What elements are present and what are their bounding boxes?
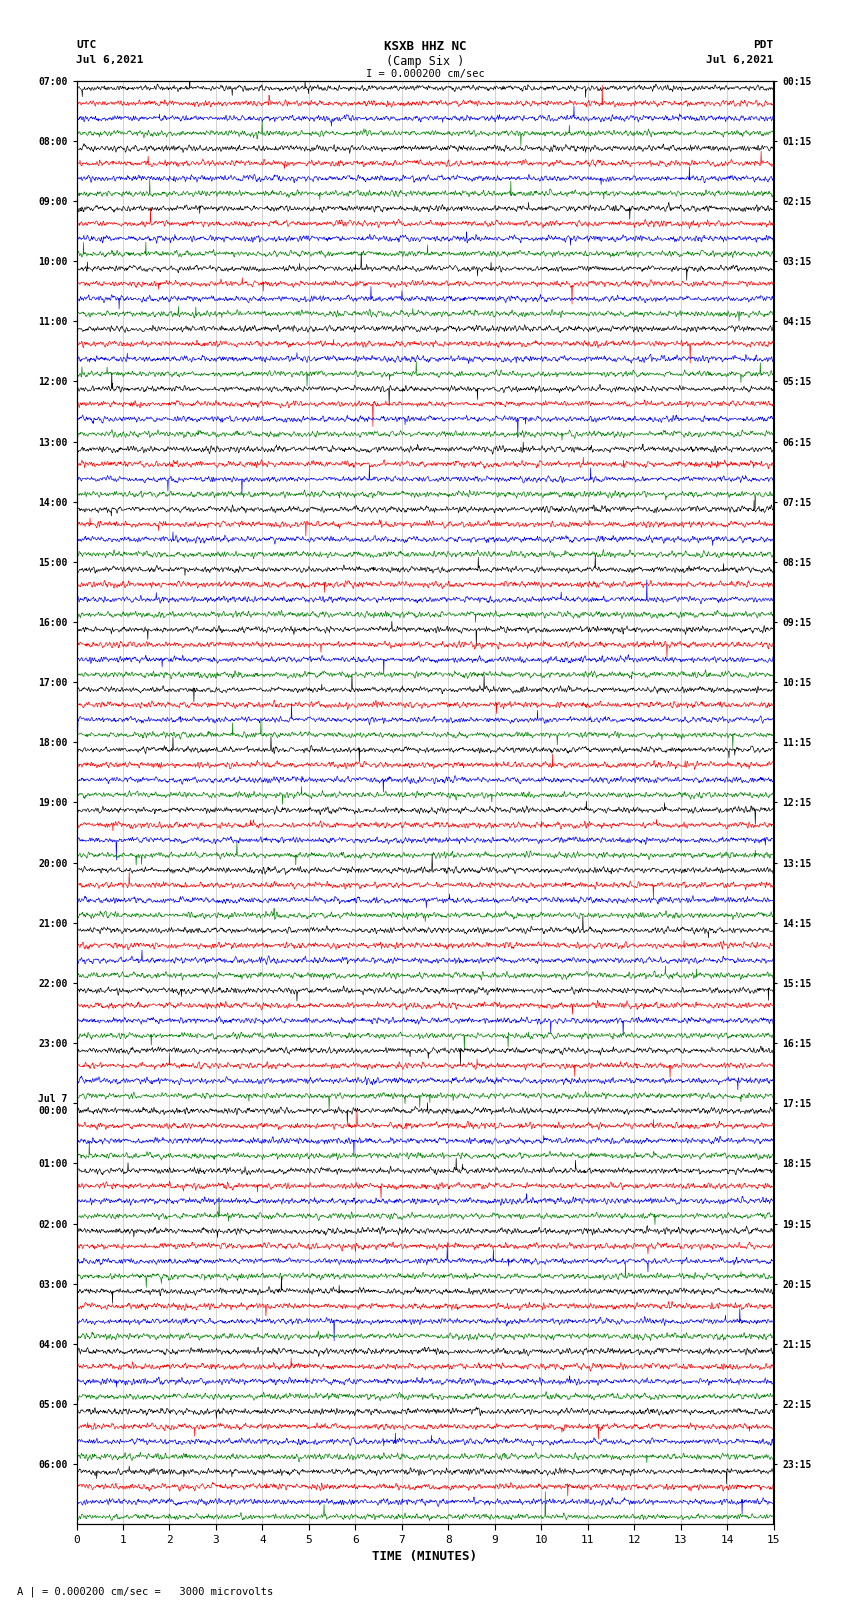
X-axis label: TIME (MINUTES): TIME (MINUTES): [372, 1550, 478, 1563]
Text: PDT: PDT: [753, 40, 774, 50]
Text: (Camp Six ): (Camp Six ): [386, 55, 464, 68]
Text: A | = 0.000200 cm/sec =   3000 microvolts: A | = 0.000200 cm/sec = 3000 microvolts: [17, 1586, 273, 1597]
Text: KSXB HHZ NC: KSXB HHZ NC: [383, 40, 467, 53]
Text: Jul 6,2021: Jul 6,2021: [76, 55, 144, 65]
Text: Jul 6,2021: Jul 6,2021: [706, 55, 774, 65]
Text: UTC: UTC: [76, 40, 97, 50]
Text: I = 0.000200 cm/sec: I = 0.000200 cm/sec: [366, 69, 484, 79]
